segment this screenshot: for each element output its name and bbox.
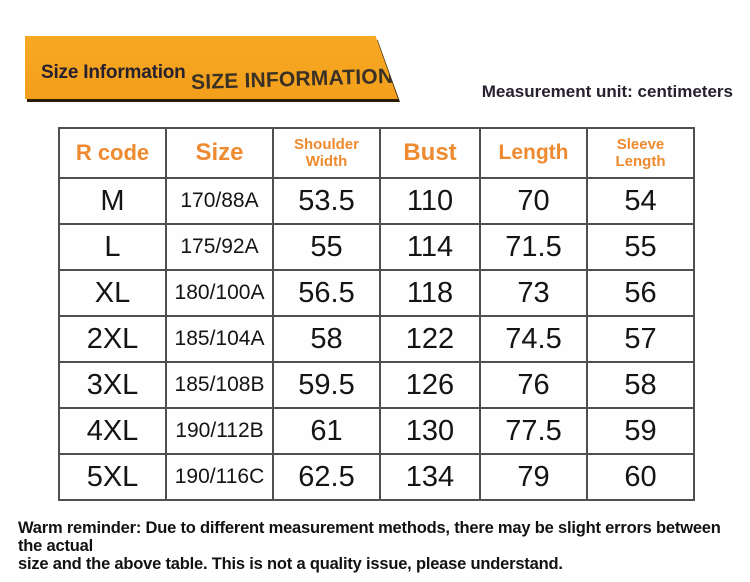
column-header-bust: Bust: [379, 127, 481, 179]
cell-rcode: 3XL: [58, 361, 167, 409]
cell-length: 77.5: [479, 407, 588, 455]
banner-title-caps: SIZE INFORMATION: [190, 64, 394, 95]
cell-rcode: 5XL: [58, 453, 167, 501]
table-row-4xl: 4XL 190/112B 61 130 77.5 59: [58, 407, 695, 455]
cell-size: 185/108B: [165, 361, 274, 409]
cell-size: 170/88A: [165, 177, 274, 225]
cell-size: 175/92A: [165, 223, 274, 271]
cell-size: 190/116C: [165, 453, 274, 501]
table-row-l: L 175/92A 55 114 71.5 55: [58, 223, 695, 271]
column-header-shoulder-width: Shoulder Width: [272, 127, 381, 179]
cell-shoulder: 53.5: [272, 177, 381, 225]
measurement-unit-note: Measurement unit: centimeters: [481, 82, 733, 101]
table-row-5xl: 5XL 190/116C 62.5 134 79 60: [58, 453, 695, 501]
cell-size: 190/112B: [165, 407, 274, 455]
table-row-m: M 170/88A 53.5 110 70 54: [58, 177, 695, 225]
cell-bust: 130: [379, 407, 481, 455]
cell-shoulder: 58: [272, 315, 381, 363]
cell-shoulder: 56.5: [272, 269, 381, 317]
table-row-xl: XL 180/100A 56.5 118 73 56: [58, 269, 695, 317]
cell-rcode: M: [58, 177, 167, 225]
cell-shoulder: 55: [272, 223, 381, 271]
cell-length: 76: [479, 361, 588, 409]
cell-rcode: XL: [58, 269, 167, 317]
cell-length: 79: [479, 453, 588, 501]
cell-bust: 134: [379, 453, 481, 501]
cell-rcode: 4XL: [58, 407, 167, 455]
cell-sleeve: 56: [586, 269, 695, 317]
table-header-row: R code Size Shoulder Width Bust Length S…: [58, 127, 695, 179]
cell-size: 185/104A: [165, 315, 274, 363]
column-header-size: Size: [165, 127, 274, 179]
column-header-rcode: R code: [58, 127, 167, 179]
cell-sleeve: 59: [586, 407, 695, 455]
cell-shoulder: 61: [272, 407, 381, 455]
cell-bust: 118: [379, 269, 481, 317]
column-header-sleeve-length: Sleeve Length: [586, 127, 695, 179]
cell-sleeve: 54: [586, 177, 695, 225]
cell-bust: 110: [379, 177, 481, 225]
cell-rcode: 2XL: [58, 315, 167, 363]
cell-bust: 114: [379, 223, 481, 271]
cell-bust: 122: [379, 315, 481, 363]
cell-length: 74.5: [479, 315, 588, 363]
size-table: R code Size Shoulder Width Bust Length S…: [58, 127, 695, 501]
column-header-length: Length: [479, 127, 588, 179]
size-information-banner: Size Information SIZE INFORMATION: [25, 36, 398, 99]
cell-sleeve: 55: [586, 223, 695, 271]
cell-size: 180/100A: [165, 269, 274, 317]
warm-reminder-note: Warm reminder: Due to different measurem…: [18, 519, 721, 573]
cell-shoulder: 59.5: [272, 361, 381, 409]
banner-title: Size Information: [41, 62, 186, 83]
table-row-3xl: 3XL 185/108B 59.5 126 76 58: [58, 361, 695, 409]
cell-shoulder: 62.5: [272, 453, 381, 501]
cell-length: 71.5: [479, 223, 588, 271]
table-row-2xl: 2XL 185/104A 58 122 74.5 57: [58, 315, 695, 363]
cell-length: 70: [479, 177, 588, 225]
cell-length: 73: [479, 269, 588, 317]
cell-rcode: L: [58, 223, 167, 271]
cell-sleeve: 60: [586, 453, 695, 501]
cell-bust: 126: [379, 361, 481, 409]
cell-sleeve: 58: [586, 361, 695, 409]
cell-sleeve: 57: [586, 315, 695, 363]
